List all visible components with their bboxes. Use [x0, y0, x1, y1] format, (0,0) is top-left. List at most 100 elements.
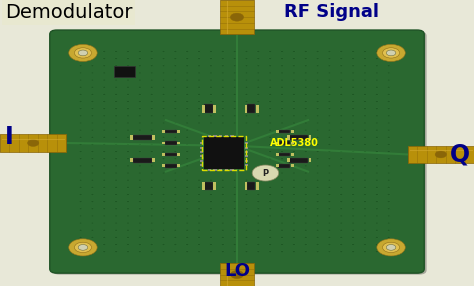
- Circle shape: [233, 244, 236, 245]
- Circle shape: [375, 229, 378, 231]
- Circle shape: [103, 194, 106, 195]
- Circle shape: [352, 51, 355, 52]
- Circle shape: [162, 215, 165, 217]
- Circle shape: [269, 151, 272, 152]
- Circle shape: [138, 222, 141, 224]
- Circle shape: [91, 222, 94, 224]
- Circle shape: [233, 101, 236, 102]
- Circle shape: [281, 108, 283, 110]
- Circle shape: [340, 251, 343, 253]
- Circle shape: [150, 86, 153, 88]
- Circle shape: [186, 172, 189, 174]
- Circle shape: [383, 242, 400, 253]
- Circle shape: [292, 122, 295, 124]
- Circle shape: [304, 94, 307, 95]
- Circle shape: [186, 94, 189, 95]
- Circle shape: [230, 271, 244, 279]
- Circle shape: [210, 94, 212, 95]
- Circle shape: [269, 122, 272, 124]
- Circle shape: [316, 94, 319, 95]
- Circle shape: [364, 101, 366, 102]
- Circle shape: [127, 115, 129, 117]
- Circle shape: [245, 108, 248, 110]
- Circle shape: [138, 115, 141, 117]
- Circle shape: [364, 186, 366, 188]
- FancyBboxPatch shape: [50, 30, 424, 273]
- Circle shape: [257, 58, 260, 59]
- Circle shape: [174, 79, 177, 81]
- Circle shape: [292, 79, 295, 81]
- Circle shape: [198, 94, 201, 95]
- Circle shape: [328, 215, 331, 217]
- Circle shape: [174, 151, 177, 152]
- Circle shape: [364, 51, 366, 52]
- Circle shape: [115, 222, 118, 224]
- Circle shape: [245, 194, 248, 195]
- Text: P: P: [263, 168, 268, 178]
- Circle shape: [316, 215, 319, 217]
- Circle shape: [316, 144, 319, 145]
- Circle shape: [435, 151, 447, 158]
- Circle shape: [316, 65, 319, 67]
- Bar: [291, 164, 293, 167]
- Circle shape: [162, 72, 165, 74]
- Circle shape: [79, 129, 82, 131]
- Bar: [289, 135, 308, 140]
- Circle shape: [91, 122, 94, 124]
- Circle shape: [138, 94, 141, 95]
- Bar: [220, 0, 254, 34]
- Circle shape: [375, 122, 378, 124]
- Circle shape: [150, 208, 153, 210]
- Circle shape: [91, 179, 94, 181]
- Circle shape: [138, 86, 141, 88]
- Circle shape: [340, 229, 343, 231]
- Bar: [164, 130, 176, 133]
- Circle shape: [352, 251, 355, 253]
- Circle shape: [186, 186, 189, 188]
- Bar: [279, 130, 290, 133]
- Circle shape: [186, 158, 189, 160]
- Circle shape: [174, 172, 177, 174]
- Circle shape: [103, 115, 106, 117]
- Circle shape: [328, 201, 331, 202]
- Circle shape: [91, 165, 94, 167]
- Circle shape: [328, 194, 331, 195]
- Circle shape: [221, 201, 224, 202]
- Circle shape: [78, 245, 88, 250]
- Bar: [256, 182, 259, 190]
- Circle shape: [375, 72, 378, 74]
- Circle shape: [186, 144, 189, 145]
- Circle shape: [233, 229, 236, 231]
- Circle shape: [115, 136, 118, 138]
- Circle shape: [233, 237, 236, 238]
- Circle shape: [138, 136, 141, 138]
- Circle shape: [103, 108, 106, 110]
- Circle shape: [91, 144, 94, 145]
- Circle shape: [340, 165, 343, 167]
- Circle shape: [375, 79, 378, 81]
- Bar: [114, 66, 135, 77]
- Circle shape: [233, 115, 236, 117]
- Circle shape: [221, 222, 224, 224]
- Circle shape: [281, 51, 283, 52]
- Circle shape: [316, 201, 319, 202]
- Circle shape: [127, 179, 129, 181]
- Circle shape: [352, 65, 355, 67]
- Circle shape: [375, 222, 378, 224]
- Circle shape: [230, 13, 244, 21]
- Circle shape: [316, 86, 319, 88]
- Circle shape: [292, 208, 295, 210]
- Circle shape: [281, 208, 283, 210]
- Circle shape: [383, 48, 400, 58]
- Circle shape: [281, 215, 283, 217]
- Circle shape: [387, 108, 390, 110]
- Circle shape: [79, 229, 82, 231]
- Circle shape: [221, 244, 224, 245]
- Circle shape: [150, 165, 153, 167]
- Circle shape: [257, 179, 260, 181]
- Circle shape: [91, 58, 94, 59]
- FancyBboxPatch shape: [52, 31, 427, 275]
- Circle shape: [387, 222, 390, 224]
- Circle shape: [375, 208, 378, 210]
- Circle shape: [186, 136, 189, 138]
